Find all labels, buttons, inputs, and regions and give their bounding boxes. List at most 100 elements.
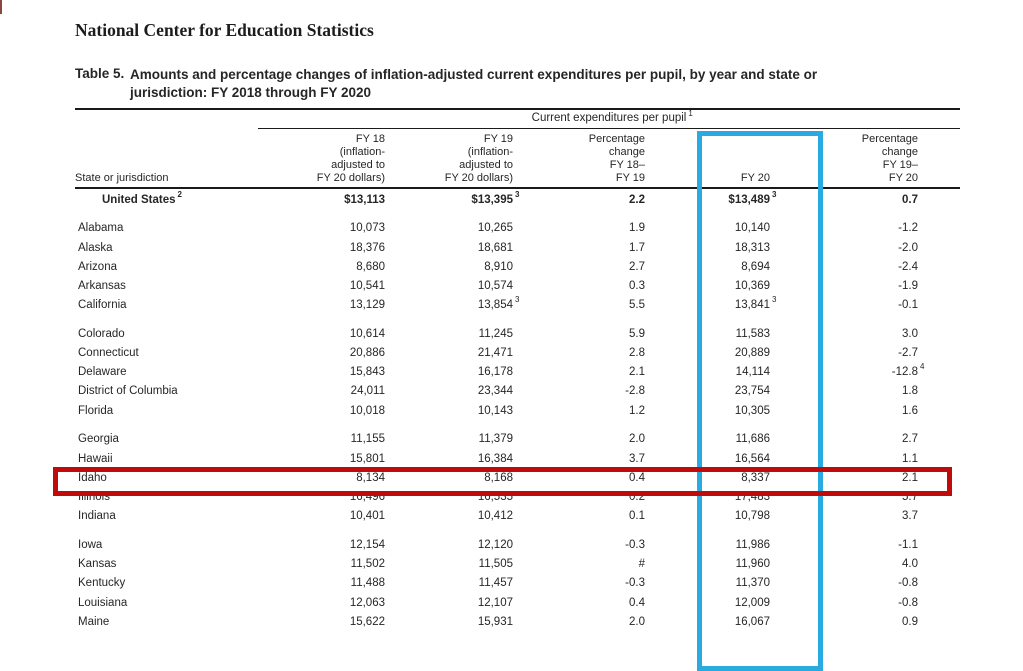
text: 16,564 — [734, 452, 770, 465]
value-cell: 2.7 — [770, 433, 918, 445]
text: 10,541 — [349, 279, 385, 292]
column-header-fy20: FY 20 — [740, 172, 770, 184]
value-cell: 2.0 — [513, 616, 645, 628]
value-cell: $13,489 3 — [645, 190, 776, 206]
table-caption: Table 5. Amounts and percentage changes … — [75, 66, 935, 102]
text: Colorado — [78, 327, 125, 340]
text: 2.1 — [629, 366, 645, 379]
value-cell: 15,931 — [385, 616, 513, 628]
value-cell: 10,073 — [262, 222, 385, 234]
value-cell: 10,798 — [645, 510, 770, 522]
text: 2.1 — [902, 471, 918, 484]
value-cell: 20,886 — [262, 347, 385, 359]
text: California — [78, 299, 127, 312]
column-header-fy18: FY 18 (inflation- adjusted to FY 20 doll… — [316, 133, 385, 184]
text: Arizona — [78, 260, 117, 273]
text: 10,265 — [477, 222, 513, 235]
value-cell: 23,754 — [645, 385, 770, 397]
state-name-cell: Connecticut — [75, 347, 262, 359]
superscript: 3 — [515, 189, 520, 199]
value-cell: 3.0 — [770, 328, 918, 340]
text: 15,801 — [349, 452, 385, 465]
text: 0.7 — [902, 193, 918, 206]
value-cell: 17,483 — [645, 491, 770, 503]
superscript: 4 — [920, 362, 925, 372]
value-cell: -1.9 — [770, 280, 918, 292]
value-cell: -12.8 4 — [770, 363, 925, 379]
value-cell: 16,384 — [385, 453, 513, 465]
superscript: 3 — [515, 295, 520, 305]
text: -2.8 — [625, 385, 645, 398]
superscript: 3 — [772, 295, 777, 305]
header-bottom-rule — [75, 187, 960, 189]
state-name-cell: Idaho — [75, 472, 262, 484]
text: -2.4 — [898, 260, 918, 273]
text: 5.5 — [629, 299, 645, 312]
value-cell: 1.6 — [770, 405, 918, 417]
column-header-fy19: FY 19 (inflation- adjusted to FY 20 doll… — [444, 133, 513, 184]
value-cell: 18,376 — [262, 242, 385, 254]
value-cell: 15,622 — [262, 616, 385, 628]
value-cell: -0.8 — [770, 597, 918, 609]
text: 0.4 — [629, 471, 645, 484]
state-name-cell: California — [75, 299, 262, 311]
state-name-cell: District of Columbia — [75, 385, 262, 397]
text: 10,140 — [734, 222, 770, 235]
value-cell: 5.9 — [513, 328, 645, 340]
text: 1.1 — [902, 452, 918, 465]
value-cell: 11,505 — [385, 558, 513, 570]
text: 11,457 — [478, 577, 513, 590]
text: -2.7 — [898, 347, 918, 360]
text: 10,574 — [477, 279, 513, 292]
text: 13,854 3 — [477, 295, 520, 312]
text: 20,886 — [349, 347, 385, 360]
value-cell: 1.1 — [770, 453, 918, 465]
value-cell: 1.2 — [513, 405, 645, 417]
row-group: Georgia 11,155 11,379 2.0 11,686 2.7 Hawaii 15,… — [75, 430, 918, 526]
value-cell: 0.4 — [513, 472, 645, 484]
text: 18,313 — [734, 241, 770, 254]
text: -0.1 — [898, 299, 918, 312]
text: 10,369 — [734, 279, 770, 292]
table-row: Hawaii 15,801 16,384 3.7 16,564 1.1 — [75, 449, 918, 468]
value-cell: 14,114 — [645, 366, 770, 378]
table-row: Delaware 15,843 16,178 2.1 14,114 -12.8 4 — [75, 363, 925, 382]
table-label: Table 5. — [75, 66, 125, 81]
text: Alabama — [78, 222, 124, 235]
text: 16,067 — [734, 615, 770, 628]
table-row: Kentucky 11,488 11,457 -0.3 11,370 -0.8 — [75, 574, 918, 593]
state-name-cell: Arkansas — [75, 280, 262, 292]
value-cell: 18,681 — [385, 242, 513, 254]
text: 10,401 — [349, 510, 385, 523]
superscript: 1 — [688, 109, 693, 118]
value-cell: 11,245 — [385, 328, 513, 340]
state-name-cell: Kentucky — [75, 577, 262, 589]
value-cell: 11,960 — [645, 558, 770, 570]
text: -1.1 — [898, 538, 918, 551]
value-cell: 21,471 — [385, 347, 513, 359]
text: 10,798 — [734, 510, 770, 523]
value-cell: # — [513, 558, 645, 570]
value-cell: 10,143 — [385, 405, 513, 417]
row-group: Iowa 12,154 12,120 -0.3 11,986 -1.1 Kansas 11,5… — [75, 535, 918, 631]
value-cell: -2.0 — [770, 242, 918, 254]
value-cell: 12,063 — [262, 597, 385, 609]
state-name-cell: Kansas — [75, 558, 262, 570]
value-cell: 12,154 — [262, 539, 385, 551]
value-cell: 2.7 — [513, 261, 645, 273]
value-cell: 11,488 — [262, 577, 385, 589]
text: District of Columbia — [78, 385, 178, 398]
text: 11,986 — [735, 538, 770, 551]
text: 1.6 — [902, 404, 918, 417]
value-cell: 0.3 — [513, 280, 645, 292]
text: Alaska — [78, 241, 113, 254]
org-title: National Center for Education Statistics — [75, 20, 374, 40]
value-cell: 16,067 — [645, 616, 770, 628]
text: 0.2 — [629, 491, 645, 503]
text: 2.0 — [629, 615, 645, 628]
text: 2.0 — [629, 433, 645, 446]
value-cell: 10,574 — [385, 280, 513, 292]
text: Indiana — [78, 510, 116, 523]
value-cell: 13,129 — [262, 299, 385, 311]
value-cell: 1.7 — [513, 242, 645, 254]
